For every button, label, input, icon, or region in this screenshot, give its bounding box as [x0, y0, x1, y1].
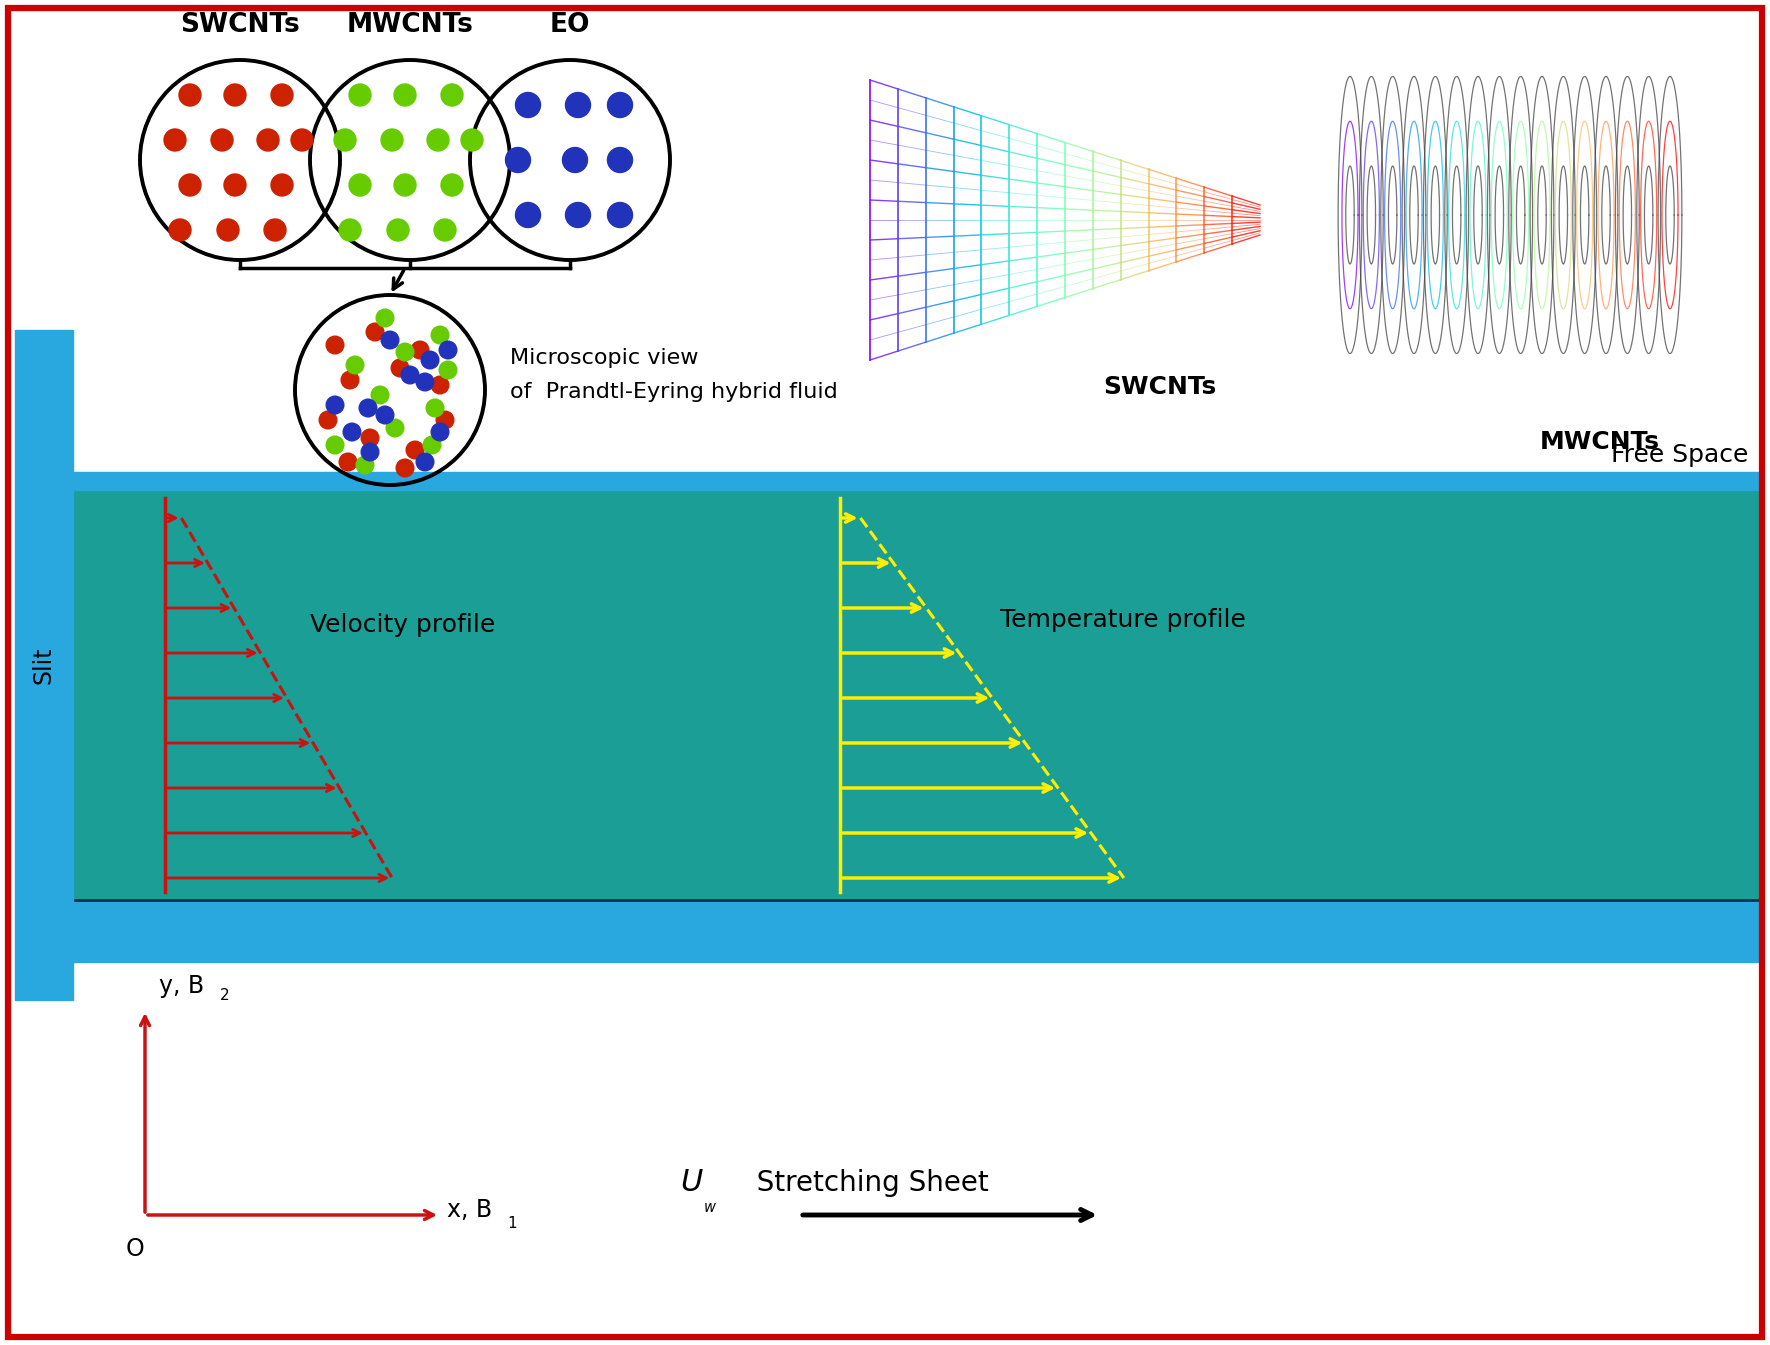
Circle shape [402, 366, 419, 383]
Circle shape [460, 129, 483, 151]
Circle shape [607, 148, 632, 172]
Circle shape [432, 327, 450, 344]
Circle shape [165, 129, 186, 151]
Circle shape [264, 219, 287, 241]
Text: $U$: $U$ [680, 1167, 704, 1197]
Circle shape [218, 219, 239, 241]
Circle shape [506, 148, 531, 172]
Circle shape [386, 420, 404, 437]
Circle shape [441, 174, 464, 196]
Text: 1: 1 [506, 1216, 517, 1231]
Text: O: O [126, 1237, 145, 1262]
Circle shape [335, 129, 356, 151]
Circle shape [607, 203, 632, 227]
Circle shape [434, 219, 457, 241]
Circle shape [396, 459, 414, 477]
Text: Stretching Sheet: Stretching Sheet [729, 1169, 989, 1197]
Bar [73, 490, 1758, 900]
Text: MWCNTs: MWCNTs [1540, 430, 1660, 455]
Text: $_w$: $_w$ [703, 1194, 717, 1215]
Text: 2: 2 [219, 989, 230, 1003]
Circle shape [326, 397, 343, 414]
Text: SWCNTs: SWCNTs [181, 12, 299, 38]
Circle shape [340, 219, 361, 241]
Circle shape [347, 356, 365, 374]
Circle shape [565, 203, 591, 227]
Circle shape [361, 429, 379, 447]
Circle shape [441, 83, 464, 106]
Circle shape [423, 436, 441, 453]
Circle shape [435, 412, 453, 429]
Text: Velocity profile: Velocity profile [310, 613, 496, 638]
Text: SWCNTs: SWCNTs [1103, 375, 1216, 399]
Circle shape [439, 342, 457, 359]
Circle shape [439, 362, 457, 379]
Circle shape [319, 412, 336, 429]
Bar [73, 472, 1758, 490]
Circle shape [225, 83, 246, 106]
Circle shape [179, 83, 202, 106]
Circle shape [271, 174, 294, 196]
Circle shape [421, 351, 439, 369]
Circle shape [349, 83, 372, 106]
Text: Temperature profile: Temperature profile [1000, 608, 1246, 632]
Circle shape [377, 406, 395, 424]
Text: Slit: Slit [32, 646, 57, 683]
Circle shape [257, 129, 280, 151]
Circle shape [416, 453, 434, 471]
Circle shape [396, 343, 414, 360]
Circle shape [225, 174, 246, 196]
Circle shape [395, 174, 416, 196]
Text: y, B: y, B [159, 974, 204, 998]
Text: of  Prandtl-Eyring hybrid fluid: of Prandtl-Eyring hybrid fluid [510, 382, 837, 402]
Circle shape [515, 203, 540, 227]
Circle shape [381, 129, 404, 151]
Circle shape [340, 453, 358, 471]
Circle shape [359, 399, 377, 417]
Circle shape [381, 331, 398, 348]
Circle shape [432, 424, 450, 441]
Circle shape [271, 83, 294, 106]
Text: Free Space: Free Space [1611, 443, 1749, 467]
Circle shape [515, 93, 540, 117]
Circle shape [372, 386, 389, 404]
Circle shape [349, 174, 372, 196]
Text: Microscopic view: Microscopic view [510, 348, 699, 369]
Circle shape [377, 309, 395, 327]
Circle shape [565, 93, 591, 117]
Circle shape [290, 129, 313, 151]
Circle shape [388, 219, 409, 241]
Circle shape [168, 219, 191, 241]
Circle shape [326, 336, 343, 354]
Circle shape [361, 443, 379, 461]
Circle shape [343, 424, 361, 441]
Text: x, B: x, B [448, 1198, 492, 1223]
Circle shape [607, 93, 632, 117]
Text: MWCNTs: MWCNTs [347, 12, 473, 38]
Circle shape [416, 373, 434, 391]
Bar [14, 330, 73, 999]
Circle shape [391, 359, 409, 377]
Circle shape [427, 399, 444, 417]
Circle shape [411, 342, 428, 359]
Circle shape [179, 174, 202, 196]
Circle shape [366, 323, 384, 340]
Circle shape [211, 129, 234, 151]
Circle shape [342, 371, 359, 389]
Circle shape [563, 148, 588, 172]
Text: EO: EO [550, 12, 589, 38]
Circle shape [427, 129, 450, 151]
Circle shape [432, 377, 450, 394]
Circle shape [405, 441, 423, 459]
Bar [73, 900, 1758, 962]
Circle shape [395, 83, 416, 106]
Circle shape [356, 456, 373, 473]
Circle shape [326, 436, 343, 453]
